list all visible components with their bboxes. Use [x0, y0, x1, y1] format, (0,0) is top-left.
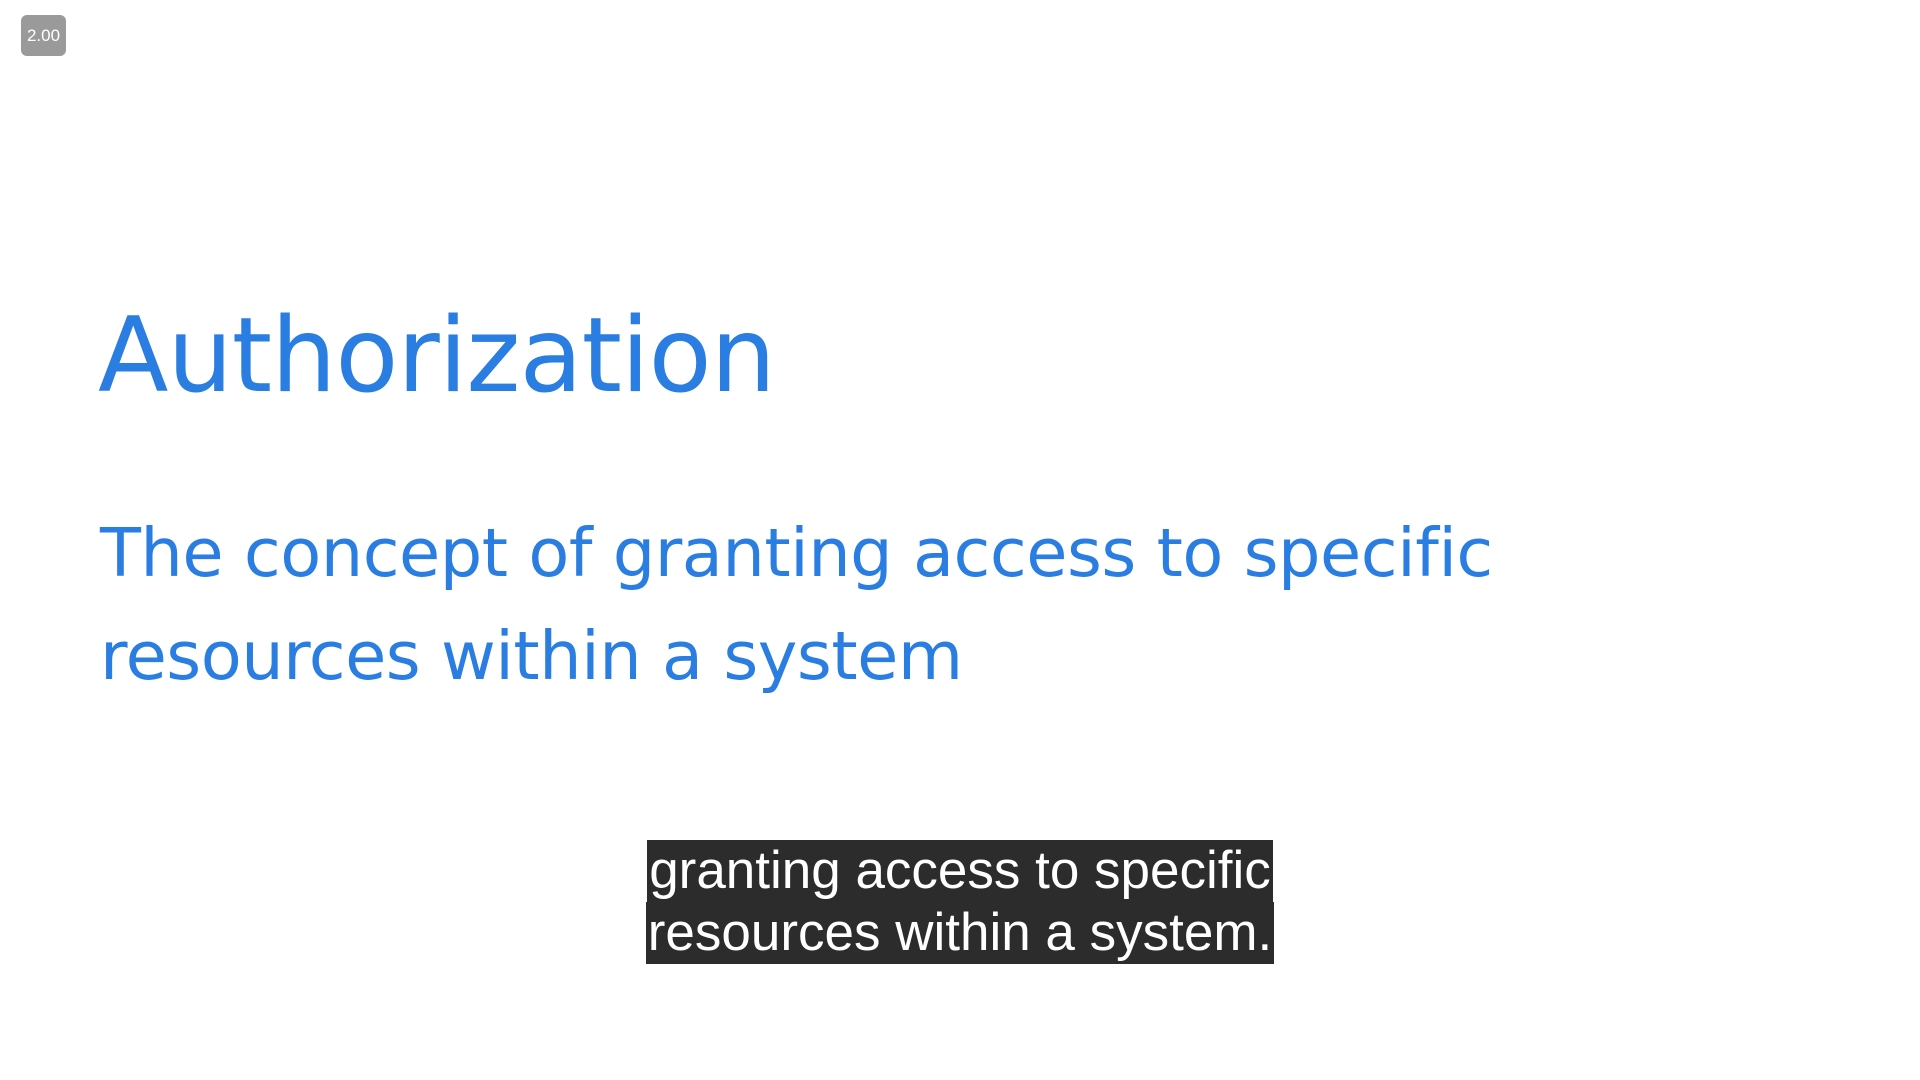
caption-line: resources within a system.: [645, 902, 1275, 964]
slide-title: Authorization: [98, 296, 776, 416]
caption-line: granting access to specific: [647, 840, 1273, 902]
slide-body-line: The concept of granting access to specif…: [100, 514, 1493, 592]
slide-body-line: resources within a system: [100, 617, 963, 695]
subtitle-captions: granting access to specific resources wi…: [0, 840, 1920, 964]
playback-speed-badge[interactable]: 2.00: [21, 15, 66, 56]
slide-body: The concept of granting access to specif…: [100, 502, 1700, 708]
